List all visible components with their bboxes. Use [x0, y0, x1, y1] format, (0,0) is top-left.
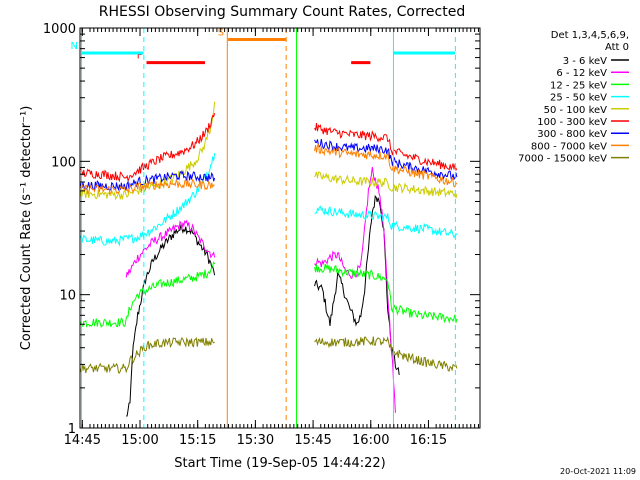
- x-tick-label: 15:00: [121, 433, 158, 448]
- marker-layer: F N S: [70, 27, 456, 428]
- x-tick-label: 15:15: [179, 433, 216, 448]
- flag-label-n: N: [70, 41, 77, 52]
- x-tick-label: 14:45: [64, 433, 101, 448]
- x-tick-label: 16:00: [352, 433, 389, 448]
- axis-layer: 14:45 15:00 15:15 15:30 15:45 16:00 16:15 1 10 10…: [43, 22, 480, 448]
- legend-label-7000-15000-kev: 7000 - 15000 keV: [518, 154, 607, 165]
- legend-label-25-50-kev: 25 - 50 keV: [550, 93, 607, 104]
- legend-label-100-300-kev: 100 - 300 keV: [537, 117, 607, 128]
- series-line-6-12-kev-seg1: [125, 219, 216, 278]
- series-line-7000-15000-kev-seg1: [80, 336, 215, 374]
- footer-timestamp: 20-Oct-2021 11:09: [560, 467, 636, 476]
- legend-label-800-7000-kev: 800 - 7000 keV: [531, 141, 607, 152]
- legend-header-line: Det 1,3,4,5,6,9,: [551, 30, 629, 41]
- series-line-25-50-kev-seg2: [314, 205, 458, 239]
- y-axis-label: Corrected Count Rate (s⁻¹ detector⁻¹): [19, 106, 34, 351]
- series-line-300-800-kev-seg1: [80, 170, 216, 192]
- x-tick-label: 15:30: [237, 433, 274, 448]
- legend-label-6-12-kev: 6 - 12 keV: [556, 68, 607, 79]
- legend-label-50-100-kev: 50 - 100 keV: [544, 105, 608, 116]
- x-axis-label: Start Time (19-Sep-05 14:44:22): [174, 456, 385, 471]
- series-line-100-300-kev-seg1: [80, 112, 216, 183]
- legend-header-line: Att 0: [605, 42, 629, 53]
- legend-label-12-25-kev: 12 - 25 keV: [550, 80, 607, 91]
- y-tick-label: 1: [68, 422, 76, 437]
- series-layer: [80, 101, 458, 417]
- series-line-100-300-kev-seg2: [314, 123, 458, 172]
- flag-label-f: F: [137, 51, 143, 62]
- series-line-7000-15000-kev-seg2: [314, 336, 458, 372]
- x-tick-label: 15:45: [294, 433, 331, 448]
- legend-label-300-800-kev: 300 - 800 keV: [537, 129, 607, 140]
- legend-label-3-6-kev: 3 - 6 keV: [563, 56, 607, 67]
- series-line-3-6-kev-seg1: [126, 224, 216, 417]
- series-line-50-100-kev-seg2: [314, 171, 458, 199]
- chart-title: RHESSI Observing Summary Count Rates, Co…: [99, 4, 465, 20]
- series-line-12-25-kev-seg2: [314, 263, 458, 324]
- y-tick-label: 10: [59, 289, 76, 304]
- series-line-800-7000-kev-seg1: [80, 178, 215, 195]
- series-line-25-50-kev-seg1: [80, 153, 216, 247]
- x-tick-label: 16:15: [410, 433, 447, 448]
- plot-frame: [79, 27, 481, 429]
- series-line-12-25-kev-seg1: [80, 261, 216, 329]
- y-tick-label: 1000: [43, 22, 76, 37]
- series-line-800-7000-kev-seg2: [314, 143, 458, 188]
- y-tick-label: 100: [51, 155, 76, 170]
- flag-label-s: S: [218, 27, 224, 38]
